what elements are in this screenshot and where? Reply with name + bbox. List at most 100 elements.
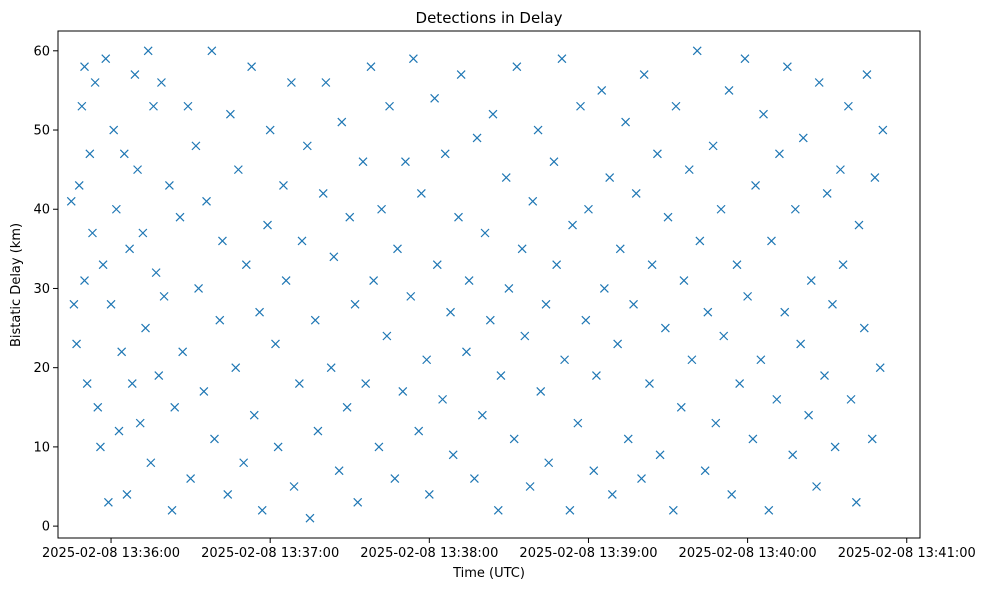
data-point-marker (66, 196, 76, 206)
data-point-marker (313, 426, 323, 436)
data-point-marker (862, 70, 872, 79)
data-point-marker (318, 188, 328, 198)
data-point-marker (615, 244, 625, 254)
data-point-marker (607, 490, 617, 499)
data-point-marker (279, 181, 288, 190)
data-point-marker (103, 497, 113, 507)
data-point-marker (597, 85, 607, 95)
data-point-marker (790, 204, 800, 214)
data-point-marker (80, 276, 89, 285)
data-point-marker (127, 379, 137, 388)
data-point-marker (676, 402, 686, 412)
data-point-marker (294, 379, 304, 388)
y-tick-label: 40 (33, 203, 50, 218)
data-point-marker (255, 307, 264, 317)
data-point-marker (310, 315, 320, 325)
data-point-marker (509, 434, 519, 444)
data-point-marker (151, 268, 161, 278)
data-point-marker (430, 93, 440, 103)
data-point-marker (422, 355, 432, 365)
y-axis-ticks: 0 10 20 30 40 50 60 (33, 44, 58, 535)
data-point-marker (647, 260, 657, 270)
data-point-marker (472, 133, 482, 143)
data-point-marker (157, 78, 166, 87)
data-point-marker (117, 347, 127, 357)
data-point-marker (353, 497, 363, 507)
data-point-marker (828, 299, 837, 309)
data-point-marker (748, 434, 758, 444)
x-axis-ticks: 2025-02-08 13:36:00 2025-02-08 13:37:00 20… (42, 538, 976, 561)
data-point-marker (660, 323, 670, 333)
data-point-marker (525, 482, 535, 491)
data-point-marker (456, 70, 466, 79)
data-point-marker (114, 426, 124, 436)
data-point-marker (591, 371, 601, 381)
data-point-marker (727, 490, 737, 499)
data-point-marker (273, 442, 283, 452)
data-point-marker (446, 307, 455, 317)
data-point-marker (286, 78, 296, 87)
data-point-marker (326, 363, 336, 373)
data-point-marker (440, 149, 450, 159)
data-point-marker (867, 434, 877, 444)
x-tick-label: 2025-02-08 13:39:00 (519, 546, 657, 561)
data-point-marker (98, 260, 108, 270)
data-point-marker (377, 204, 387, 214)
data-point-marker (401, 157, 410, 167)
data-point-marker (454, 212, 463, 222)
data-point-marker (764, 505, 774, 515)
data-point-marker (684, 165, 694, 175)
data-point-marker (798, 133, 808, 143)
y-tick-label: 50 (33, 124, 50, 139)
data-point-marker (398, 387, 408, 396)
data-point-marker (629, 299, 638, 309)
data-point-marker (565, 505, 575, 515)
data-point-marker (385, 101, 394, 111)
data-point-marker (520, 331, 530, 341)
data-point-marker (584, 204, 593, 214)
data-point-marker (178, 347, 188, 357)
data-point-marker (533, 125, 543, 135)
data-point-marker (767, 236, 776, 246)
data-point-marker (143, 46, 153, 56)
data-point-marker (775, 149, 784, 159)
data-point-marker (183, 101, 193, 111)
data-point-marker (345, 212, 355, 222)
data-point-marker (724, 85, 734, 95)
data-point-marker (281, 276, 291, 285)
data-point-marker (69, 299, 79, 309)
data-point-marker (573, 418, 583, 428)
data-point-marker (159, 291, 169, 301)
data-point-marker (350, 299, 360, 309)
data-point-marker (462, 347, 471, 357)
y-axis-label: Bistatic Delay (km) (9, 223, 24, 347)
data-point-marker (501, 173, 511, 182)
data-point-marker (846, 394, 856, 404)
data-point-marker (424, 490, 434, 499)
data-point-marker (477, 410, 487, 420)
data-point-marker (154, 371, 164, 381)
data-point-marker (772, 394, 782, 404)
data-point-marker (851, 497, 861, 507)
data-point-marker (485, 315, 495, 325)
data-point-marker (623, 434, 633, 444)
data-point-marker (247, 62, 257, 72)
data-point-marker (130, 70, 140, 79)
data-point-marker (740, 54, 750, 64)
data-point-marker (700, 466, 710, 476)
data-point-marker (93, 402, 103, 412)
data-point-marker (679, 276, 689, 285)
data-point-marker (756, 355, 766, 365)
data-point-marker (101, 54, 111, 64)
x-tick-label: 2025-02-08 13:38:00 (360, 546, 498, 561)
data-point-marker (80, 62, 89, 72)
y-tick-label: 10 (33, 440, 50, 455)
data-point-marker (88, 228, 97, 238)
data-point-marker (265, 125, 275, 135)
data-point-marker (263, 220, 272, 230)
data-point-marker (233, 165, 243, 175)
data-point-marker (637, 474, 646, 484)
data-point-marker (549, 157, 559, 167)
data-point-marker (639, 70, 649, 79)
